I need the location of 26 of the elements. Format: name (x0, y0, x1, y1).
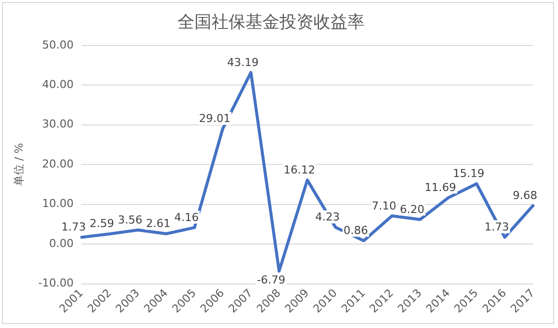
data-label: 43.19 (227, 56, 259, 69)
data-label: 6.20 (400, 202, 424, 216)
y-axis-title: 单位 / % (12, 143, 26, 186)
data-label: 1.73 (61, 220, 86, 234)
data-label: -6.79 (256, 273, 286, 286)
data-label: 2.59 (90, 217, 114, 230)
chart-title: 全国社保基金投资收益率 (178, 12, 364, 33)
y-tick-label: 20.00 (42, 157, 74, 170)
data-label: 4.23 (315, 210, 340, 224)
data-label: 3.56 (118, 213, 142, 226)
y-tick-label: 10.00 (42, 197, 74, 210)
y-tick-label: -10.00 (38, 276, 74, 290)
y-tick-label: 0.00 (49, 236, 74, 250)
data-label: 16.12 (284, 163, 316, 176)
data-label: 0.86 (343, 224, 368, 238)
y-tick-label: 40.00 (42, 78, 74, 92)
data-label: 29.01 (198, 112, 230, 126)
data-label: 9.68 (512, 189, 538, 202)
data-label: 1.73 (484, 220, 510, 234)
data-label: 15.19 (452, 167, 484, 180)
data-label: 11.69 (424, 181, 456, 194)
y-tick-label: 50.00 (42, 38, 74, 52)
data-label: 7.10 (372, 199, 396, 212)
data-label: 4.16 (174, 210, 199, 224)
data-label: 2.61 (146, 217, 171, 230)
y-tick-label: 30.00 (42, 118, 74, 131)
